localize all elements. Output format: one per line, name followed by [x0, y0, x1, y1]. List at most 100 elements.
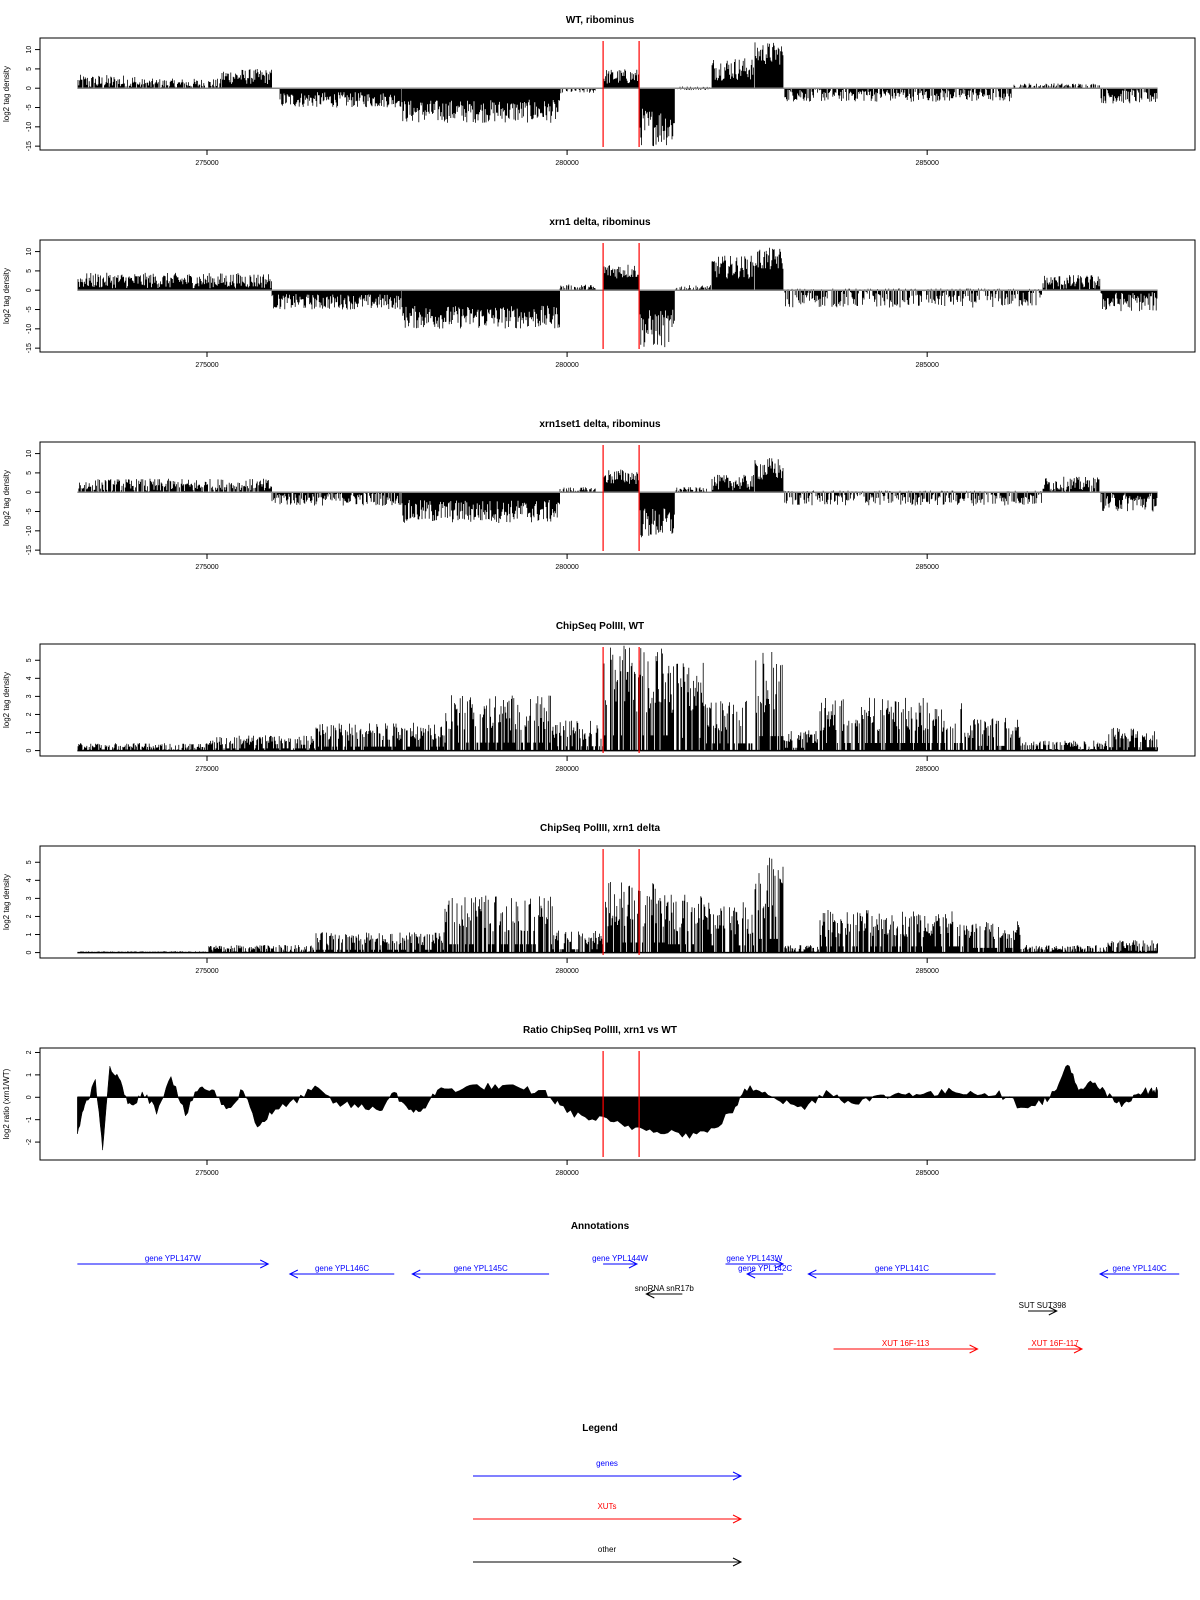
y-tick-label: 5	[26, 471, 33, 475]
y-tick-label: -5	[26, 104, 33, 110]
annotation-label: XUT 16F-117	[1031, 1339, 1079, 1348]
annotation-label: gene YPL144W	[592, 1254, 648, 1263]
plot-frame	[39, 845, 1196, 959]
x-tick-label: 275000	[195, 766, 218, 773]
plot-frame	[39, 1047, 1196, 1161]
annotation-other: SUT SUT398	[1019, 1301, 1067, 1316]
y-tick-label: -1	[26, 1116, 33, 1122]
series-bars	[77, 645, 1158, 752]
y-tick-label: 10	[26, 248, 33, 256]
chart-panel-5: ChipSeq PolIII, xrn1 delta log2 tag densi…	[2, 823, 1196, 975]
y-tick-label: 4	[26, 676, 33, 680]
legend-label: genes	[596, 1459, 618, 1468]
y-axis-label: log2 ratio (xrn1/WT)	[2, 1068, 11, 1139]
chart-panel-4: ChipSeq PolIII, WT log2 tag density 0 1 2 3 4 5…	[2, 621, 1196, 773]
annotation-gene: gene YPL141C	[807, 1264, 996, 1279]
x-tick-label: 285000	[915, 564, 938, 571]
y-tick-label: 5	[26, 269, 33, 273]
x-tick-label: 285000	[915, 160, 938, 167]
annotation-other: snoRNA snR17b	[635, 1284, 694, 1299]
x-tick-label: 285000	[915, 1170, 938, 1177]
x-tick-label: 275000	[195, 968, 218, 975]
y-tick-label: 4	[26, 878, 33, 882]
chart-panel-6: Ratio ChipSeq PolIII, xrn1 vs WT log2 rat…	[2, 1025, 1196, 1177]
annotation-xut: XUT 16F-117	[1027, 1339, 1084, 1354]
y-tick-label: 3	[26, 896, 33, 900]
legend: Legend genes XUTs other	[473, 1423, 743, 1567]
y-tick-label: 5	[26, 658, 33, 662]
series-bars	[77, 1064, 1158, 1151]
series-bars	[77, 247, 1158, 348]
x-tick-label: 275000	[195, 362, 218, 369]
x-tick-label: 285000	[915, 362, 938, 369]
legend-item-other: other	[473, 1545, 743, 1567]
y-tick-label: 0	[26, 749, 33, 753]
y-tick-label: 0	[26, 951, 33, 955]
x-tick-label: 285000	[915, 766, 938, 773]
density-bars	[80, 857, 1158, 953]
x-tick-label: 280000	[555, 1170, 578, 1177]
y-tick-label: -15	[26, 545, 33, 555]
density-bars	[77, 42, 1158, 147]
annotation-label: XUT 16F-113	[882, 1339, 930, 1348]
y-tick-label: 1	[26, 730, 33, 734]
chart-panel-2: xrn1 delta, ribominus log2 tag density -15…	[2, 217, 1196, 369]
y-tick-label: 0	[26, 1095, 33, 1099]
annotation-label: gene YPL142C	[738, 1264, 792, 1273]
y-tick-label: 1	[26, 1073, 33, 1077]
y-tick-label: -10	[26, 324, 33, 334]
legend-title: Legend	[582, 1423, 618, 1434]
y-axis-label: log2 tag density	[2, 874, 11, 930]
y-tick-label: 3	[26, 694, 33, 698]
y-tick-label: -15	[26, 141, 33, 151]
y-tick-label: -10	[26, 526, 33, 536]
chart-title: xrn1set1 delta, ribominus	[539, 419, 661, 430]
y-tick-label: -5	[26, 306, 33, 312]
annotation-label: gene YPL141C	[875, 1264, 929, 1273]
x-tick-label: 280000	[555, 564, 578, 571]
annotation-label: gene YPL140C	[1113, 1264, 1167, 1273]
annotation-label: gene YPL147W	[145, 1254, 201, 1263]
annotation-label: gene YPL143W	[726, 1254, 782, 1263]
x-tick-label: 275000	[195, 160, 218, 167]
annotation-gene: gene YPL147W	[77, 1254, 270, 1269]
annotation-label: gene YPL146C	[315, 1264, 369, 1273]
legend-label: XUTs	[597, 1502, 616, 1511]
y-tick-label: 0	[26, 86, 33, 90]
annotations-title: Annotations	[571, 1221, 630, 1232]
x-tick-label: 280000	[555, 362, 578, 369]
y-tick-label: 10	[26, 450, 33, 458]
y-tick-label: 1	[26, 932, 33, 936]
y-tick-label: 2	[26, 1050, 33, 1054]
y-axis-label: log2 tag density	[2, 66, 11, 122]
density-bars	[77, 247, 1158, 348]
y-tick-label: -2	[26, 1139, 33, 1145]
plot-frame	[39, 37, 1196, 151]
chart-title: ChipSeq PolIII, WT	[556, 621, 644, 632]
legend-item-xut: XUTs	[473, 1502, 743, 1524]
annotations-track: Annotations gene YPL147W gene YPL146C gene …	[77, 1221, 1180, 1354]
y-axis-label: log2 tag density	[2, 672, 11, 728]
annotation-gene: gene YPL146C	[288, 1264, 395, 1279]
legend-label: other	[598, 1545, 617, 1554]
annotation-gene: gene YPL143W	[725, 1254, 785, 1269]
y-axis-label: log2 tag density	[2, 470, 11, 526]
annotation-gene: gene YPL142C	[738, 1264, 792, 1279]
x-tick-label: 280000	[555, 766, 578, 773]
legend-item-gene: genes	[473, 1459, 743, 1481]
plot-frame	[39, 239, 1196, 353]
ratio-area	[77, 1064, 1158, 1151]
annotation-xut: XUT 16F-113	[833, 1339, 979, 1354]
chart-panel-3: xrn1set1 delta, ribominus log2 tag densit…	[2, 419, 1196, 571]
y-tick-label: 5	[26, 860, 33, 864]
chart-title: xrn1 delta, ribominus	[549, 217, 651, 228]
y-tick-label: 5	[26, 67, 33, 71]
series-bars	[77, 857, 1158, 954]
chart-panel-1: WT, ribominus log2 tag density -15 -10 -5 0 5 1…	[2, 15, 1196, 167]
y-axis-label: log2 tag density	[2, 268, 11, 324]
annotation-label: gene YPL145C	[454, 1264, 508, 1273]
y-tick-label: 0	[26, 288, 33, 292]
x-tick-label: 275000	[195, 1170, 218, 1177]
x-tick-label: 280000	[555, 160, 578, 167]
